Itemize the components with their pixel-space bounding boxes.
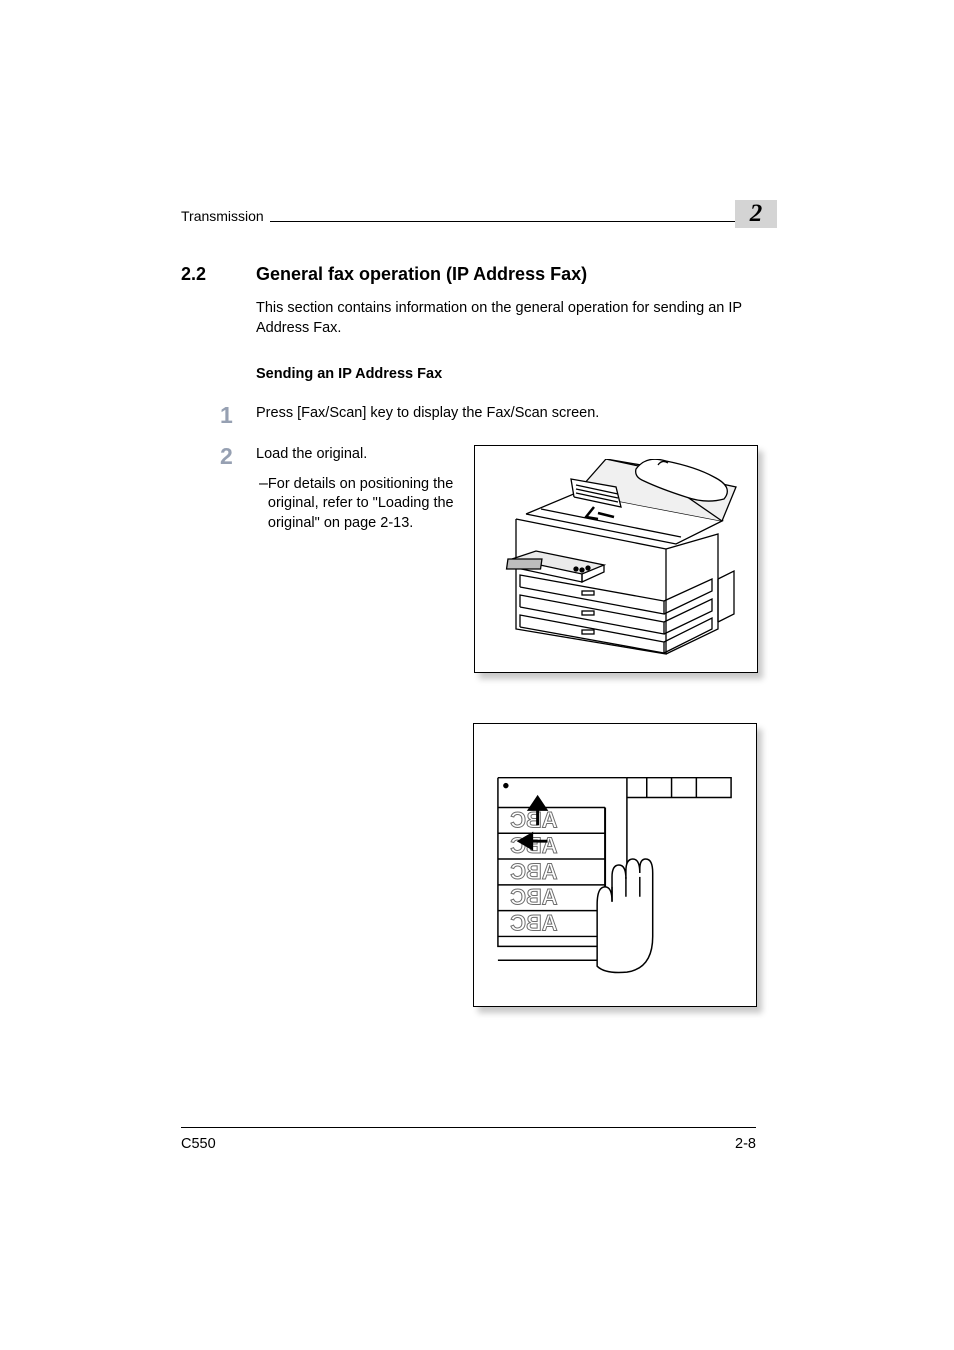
abc-outline: ABC: [510, 859, 558, 884]
running-title: Transmission: [181, 208, 264, 226]
footer-page: 2-8: [735, 1136, 756, 1152]
adf-load-svg: ABC ABC ABC ABC ABC: [488, 737, 742, 993]
chapter-number: 2: [750, 200, 763, 228]
subheading: Sending an IP Address Fax: [256, 366, 777, 382]
step-2-bullet: – For details on positioning the origina…: [256, 475, 466, 534]
abc-outline: ABC: [510, 833, 558, 858]
abc-outline: ABC: [510, 807, 558, 832]
illustration-2-row: ABC ABC ABC ABC ABC: [181, 723, 777, 1007]
step-number: 2: [181, 445, 256, 673]
bullet-text: For details on positioning the original,…: [268, 475, 466, 534]
step-2: 2 Load the original. – For details on po…: [181, 445, 777, 673]
footer: C550 2-8: [181, 1127, 756, 1152]
intro-paragraph: This section contains information on the…: [256, 299, 777, 338]
illustration-adf-load: ABC ABC ABC ABC ABC: [473, 723, 757, 1007]
page: Transmission 2 2.2 General fax operation…: [0, 0, 954, 1350]
copier-svg: [486, 459, 746, 659]
footer-rule: [181, 1127, 756, 1128]
bullet-dash: –: [256, 475, 268, 534]
footer-model: C550: [181, 1136, 216, 1152]
step-2-textcol: Load the original. – For details on posi…: [256, 445, 466, 673]
section-number: 2.2: [181, 264, 256, 285]
abc-outline: ABC: [510, 885, 558, 910]
step-number: 1: [181, 404, 256, 427]
header-row: Transmission 2: [181, 208, 777, 226]
footer-row: C550 2-8: [181, 1136, 756, 1152]
section-heading: 2.2 General fax operation (IP Address Fa…: [181, 264, 777, 285]
illustration-copier: [474, 445, 758, 673]
section-title: General fax operation (IP Address Fax): [256, 264, 587, 285]
header-rule: [270, 221, 777, 222]
step-text: Load the original.: [256, 445, 466, 465]
step-text: Press [Fax/Scan] key to display the Fax/…: [256, 404, 777, 427]
step-1: 1 Press [Fax/Scan] key to display the Fa…: [181, 404, 777, 427]
chapter-number-box: 2: [735, 200, 777, 228]
abc-outline: ABC: [510, 911, 558, 936]
